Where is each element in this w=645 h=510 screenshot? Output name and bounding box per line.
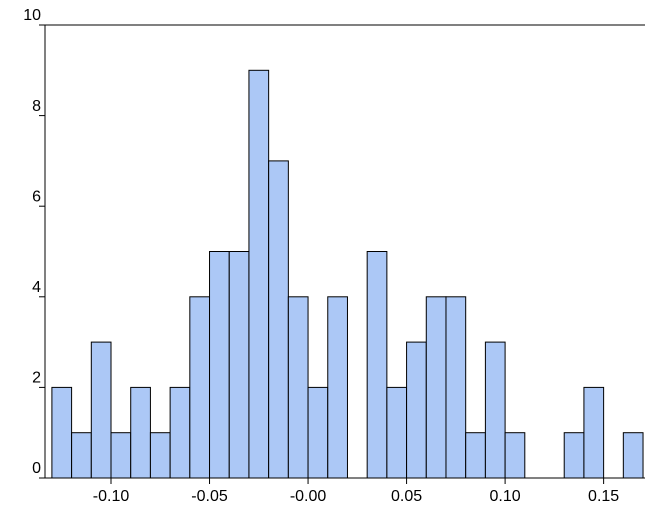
bar bbox=[190, 297, 210, 478]
y-tick-label: 8 bbox=[32, 98, 41, 115]
bar bbox=[407, 342, 427, 478]
bar bbox=[308, 387, 328, 478]
bar bbox=[623, 433, 643, 478]
x-tick-label: -0.10 bbox=[93, 488, 130, 505]
bar bbox=[466, 433, 486, 478]
y-tick-label: 6 bbox=[32, 188, 41, 205]
x-tick-label: 0.10 bbox=[490, 488, 521, 505]
y-tick-label: 0 bbox=[32, 460, 41, 477]
bar bbox=[387, 387, 407, 478]
bar bbox=[446, 297, 466, 478]
bar bbox=[505, 433, 525, 478]
bar bbox=[111, 433, 131, 478]
y-tick-label: 2 bbox=[32, 370, 41, 387]
x-tick-label: 0.15 bbox=[588, 488, 619, 505]
bar bbox=[269, 161, 289, 478]
bar bbox=[229, 252, 249, 479]
chart: 0 2 4 6 8 10 -0.10 -0.05 -0.00 0.05 0.10 0.15 bbox=[0, 0, 645, 510]
bar bbox=[170, 387, 190, 478]
bar bbox=[91, 342, 111, 478]
bar bbox=[367, 252, 387, 479]
bar bbox=[584, 387, 604, 478]
bar bbox=[485, 342, 505, 478]
y-tick-label: 4 bbox=[32, 279, 41, 296]
bar bbox=[288, 297, 308, 478]
bar bbox=[564, 433, 584, 478]
x-tick-label: -0.00 bbox=[290, 488, 327, 505]
bar bbox=[150, 433, 170, 478]
bar bbox=[426, 297, 446, 478]
bar bbox=[210, 252, 230, 479]
bar bbox=[131, 387, 151, 478]
y-tick-label: 10 bbox=[23, 7, 41, 24]
x-tick-label: -0.05 bbox=[191, 488, 228, 505]
bar bbox=[72, 433, 92, 478]
x-tick-label: 0.05 bbox=[391, 488, 422, 505]
bar bbox=[249, 70, 269, 478]
bar bbox=[52, 387, 72, 478]
bar bbox=[328, 297, 348, 478]
